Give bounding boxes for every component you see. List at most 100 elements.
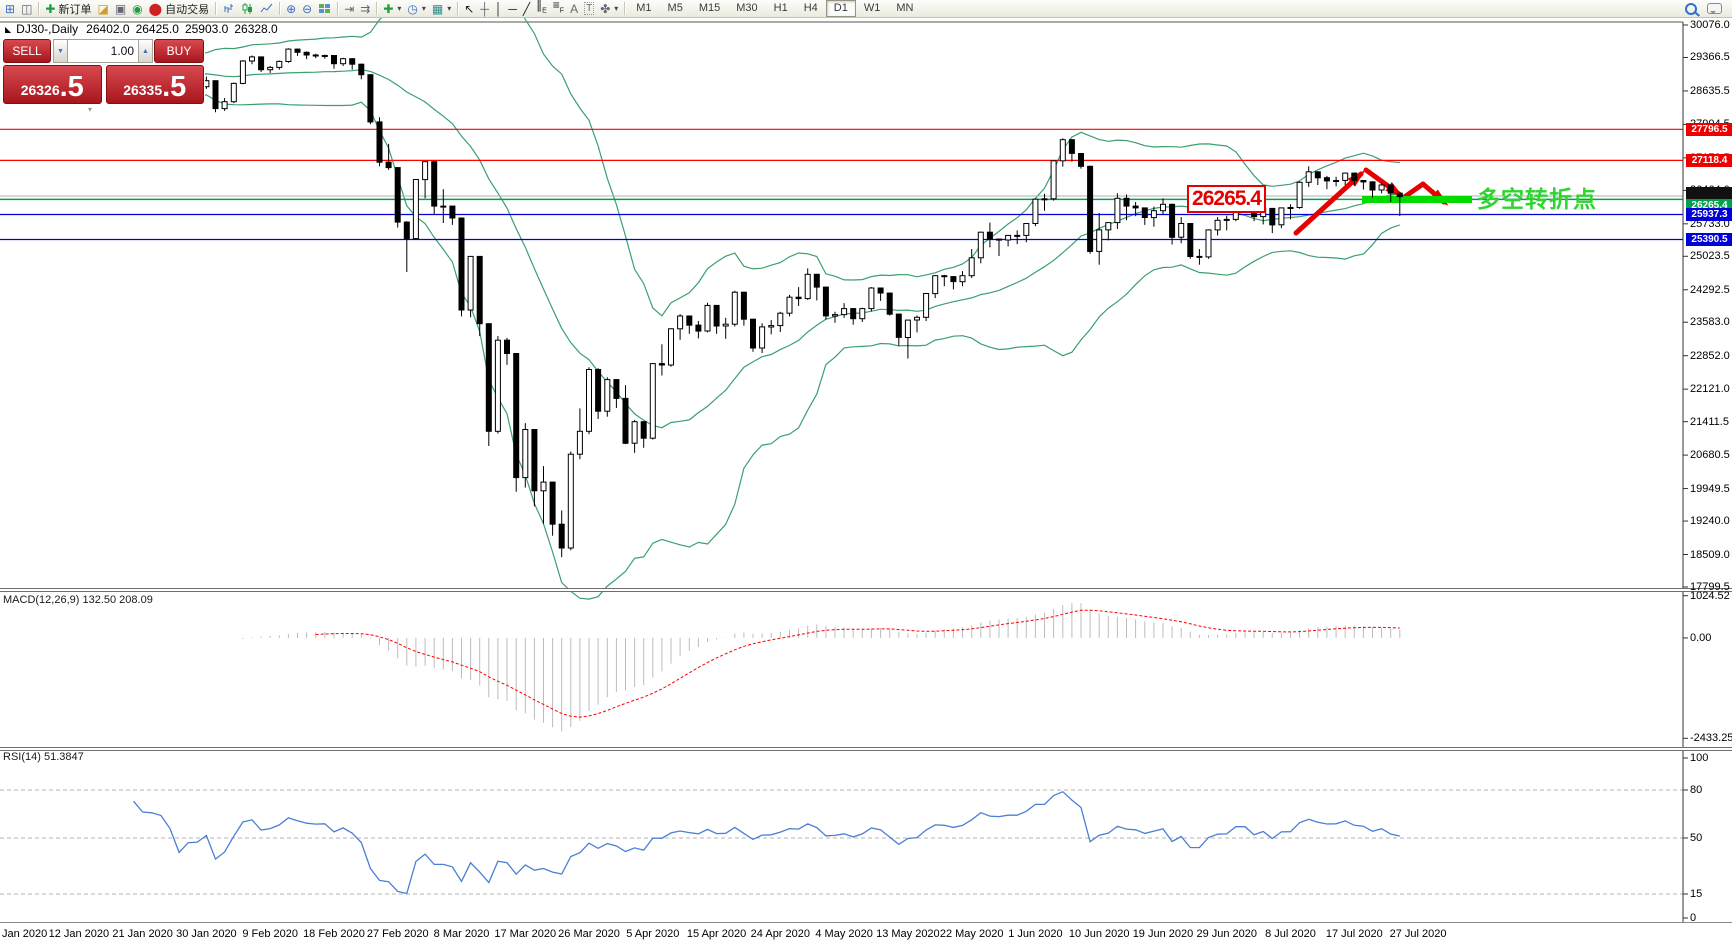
indicators-button[interactable]: ✚ ▾ <box>380 1 404 17</box>
timeframe-button-W1[interactable]: W1 <box>863 2 881 14</box>
price-axis-badge: 25937.3 <box>1686 207 1732 221</box>
toolbar-separator <box>376 2 378 15</box>
new-order-button[interactable]: ✚ 新订单 <box>42 1 94 17</box>
expert-advisors-button[interactable]: ▣ <box>112 1 129 17</box>
timeframe-button-D1[interactable]: D1 <box>825 0 856 17</box>
zoom-out-button[interactable]: ⊖ <box>299 1 315 17</box>
chat-icon[interactable] <box>1707 3 1722 14</box>
price-axis-tick: 22852.0 <box>1690 349 1730 362</box>
vertical-line-tool-button[interactable]: │ <box>492 1 506 17</box>
arrows-tool-button[interactable]: ✤ ▾ <box>597 1 621 17</box>
rsi-axis-tick: 0 <box>1690 912 1697 924</box>
toolbar-separator <box>457 2 459 15</box>
trend-arrow-segment <box>1400 181 1426 201</box>
fibonacci-tool-button[interactable]: ≡F <box>550 0 567 17</box>
sell-price-button[interactable]: 26326.5 <box>3 65 102 104</box>
line-chart-button[interactable] <box>257 1 276 17</box>
bollinger-middle-band <box>179 69 1400 429</box>
eraser-button[interactable]: ◪ <box>94 1 111 17</box>
templates-button[interactable]: ▦ ▾ <box>429 1 454 17</box>
date-axis-label: 29 Jun 2020 <box>1196 928 1258 940</box>
time-axis-divider <box>0 922 1732 923</box>
chart-title: ◣ DJ30-,Daily 26402.0 26425.0 25903.0 26… <box>5 22 278 36</box>
tick-chart-button[interactable]: ◫ <box>18 1 35 17</box>
signals-button[interactable]: ◉ <box>129 1 145 17</box>
toolbar-separator <box>38 2 40 15</box>
equidistant-channel-tool-button[interactable]: ∥E <box>533 0 550 17</box>
date-axis-label: 15 Apr 2020 <box>686 928 747 940</box>
spin-down-icon: ▼ <box>57 47 64 55</box>
timeframe-button-M1[interactable]: M1 <box>636 2 652 14</box>
timeframe-button-M30[interactable]: M30 <box>736 2 758 14</box>
price-axis-tick: 30076.0 <box>1690 19 1730 31</box>
auto-scroll-button[interactable]: ⇉ <box>357 1 373 17</box>
rsi-axis-tick: 50 <box>1690 832 1703 844</box>
buy-button-label: BUY <box>166 44 192 58</box>
search-icon[interactable] <box>1685 2 1697 15</box>
price-axis-badge: 27796.5 <box>1686 122 1732 136</box>
chart-shift-button[interactable]: ⇥ <box>341 1 357 17</box>
periods-button[interactable]: ◷ ▾ <box>404 1 429 17</box>
tile-windows-button[interactable] <box>315 1 334 17</box>
toolbar-separator <box>337 2 339 15</box>
autotrade-button[interactable]: ⬤ 自动交易 <box>146 1 212 17</box>
date-axis-label: 18 Feb 2020 <box>303 928 365 940</box>
zoom-in-icon: ⊕ <box>286 1 297 16</box>
horizontal-line-tool-button[interactable]: ─ <box>505 1 520 17</box>
price-level-callout[interactable]: 26265.4 <box>1187 185 1266 213</box>
sell-button-label: SELL <box>12 44 42 58</box>
macd-label: MACD(12,26,9) 132.50 208.09 <box>3 594 153 606</box>
date-axis-label: 12 Jan 2020 <box>48 928 110 940</box>
timeframe-button-M15[interactable]: M15 <box>698 2 721 14</box>
periods-clock-icon: ◷ <box>407 1 418 16</box>
macd-pane-divider[interactable] <box>0 588 1732 592</box>
macd-histogram <box>242 603 1401 732</box>
candlestick-chart-button[interactable] <box>238 1 257 17</box>
price-axis-tick: 19949.5 <box>1690 482 1730 495</box>
rsi-pane-divider[interactable] <box>0 747 1732 751</box>
templates-icon: ▦ <box>431 1 444 16</box>
toolbar-separator <box>279 2 281 15</box>
volume-decrease-button[interactable]: ▼ <box>53 39 68 63</box>
timeframe-button-H4[interactable]: H4 <box>803 2 818 14</box>
price-axis-tick: 22121.0 <box>1690 383 1730 396</box>
turning-point-level-bar[interactable] <box>1362 196 1472 203</box>
bar-chart-button[interactable] <box>219 1 238 17</box>
text-label-tool-button[interactable]: T <box>581 1 597 17</box>
ohlc-high: 26425.0 <box>135 22 179 36</box>
chevron-down-icon: ▾ <box>421 4 426 13</box>
crosshair-tool-button[interactable]: ┼ <box>477 1 492 17</box>
cursor-tool-button[interactable]: ↖ <box>461 1 477 17</box>
text-tool-button[interactable]: A <box>567 1 581 17</box>
timeframe-button-M5[interactable]: M5 <box>667 2 683 14</box>
date-axis-label: 8 Mar 2020 <box>433 928 490 940</box>
price-axis-badge <box>1686 187 1732 200</box>
zoom-in-button[interactable]: ⊕ <box>283 1 299 17</box>
indicators-icon: ✚ <box>383 1 394 16</box>
volume-input[interactable] <box>68 39 138 63</box>
autotrade-icon: ⬤ <box>148 1 163 16</box>
price-axis-tick: 23583.0 <box>1690 316 1730 329</box>
timeframe-button-H1[interactable]: H1 <box>773 2 788 14</box>
panel-collapse-arrow-icon[interactable]: ▾ <box>88 105 93 114</box>
new-chart-button[interactable]: ⊞ <box>2 1 18 17</box>
buy-price-button[interactable]: 26335.5 <box>105 65 204 104</box>
sell-button[interactable]: SELL <box>3 39 51 63</box>
expert-advisors-icon: ▣ <box>114 1 127 16</box>
timeframe-button-MN[interactable]: MN <box>896 2 914 14</box>
ohlc-low: 25903.0 <box>184 22 229 36</box>
bollinger-upper-band <box>179 0 1400 317</box>
volume-increase-button[interactable]: ▲ <box>138 39 153 63</box>
chart-window-icon: ◣ <box>5 24 12 34</box>
new-order-label: 新订单 <box>58 3 92 16</box>
buy-button[interactable]: BUY <box>154 39 204 63</box>
macd-axis-tick: 1024.52 <box>1690 589 1730 602</box>
main-toolbar: ⊞ ◫ ✚ 新订单 ◪ ▣ ◉ ⬤ 自动交易 ⊕ ⊖ ⇥ ⇉ ✚ ▾ ◷ ▾ ▦ ▾ ↖ … <box>0 0 1732 18</box>
macd-signal-line <box>315 609 1400 718</box>
trendline-tool-button[interactable]: ╱ <box>520 1 533 17</box>
chevron-down-icon: ▾ <box>614 4 619 13</box>
date-axis-label: 19 Jun 2020 <box>1132 928 1194 940</box>
chevron-down-icon: ▾ <box>447 4 452 13</box>
date-axis-label: 8 Jul 2020 <box>1265 928 1316 940</box>
